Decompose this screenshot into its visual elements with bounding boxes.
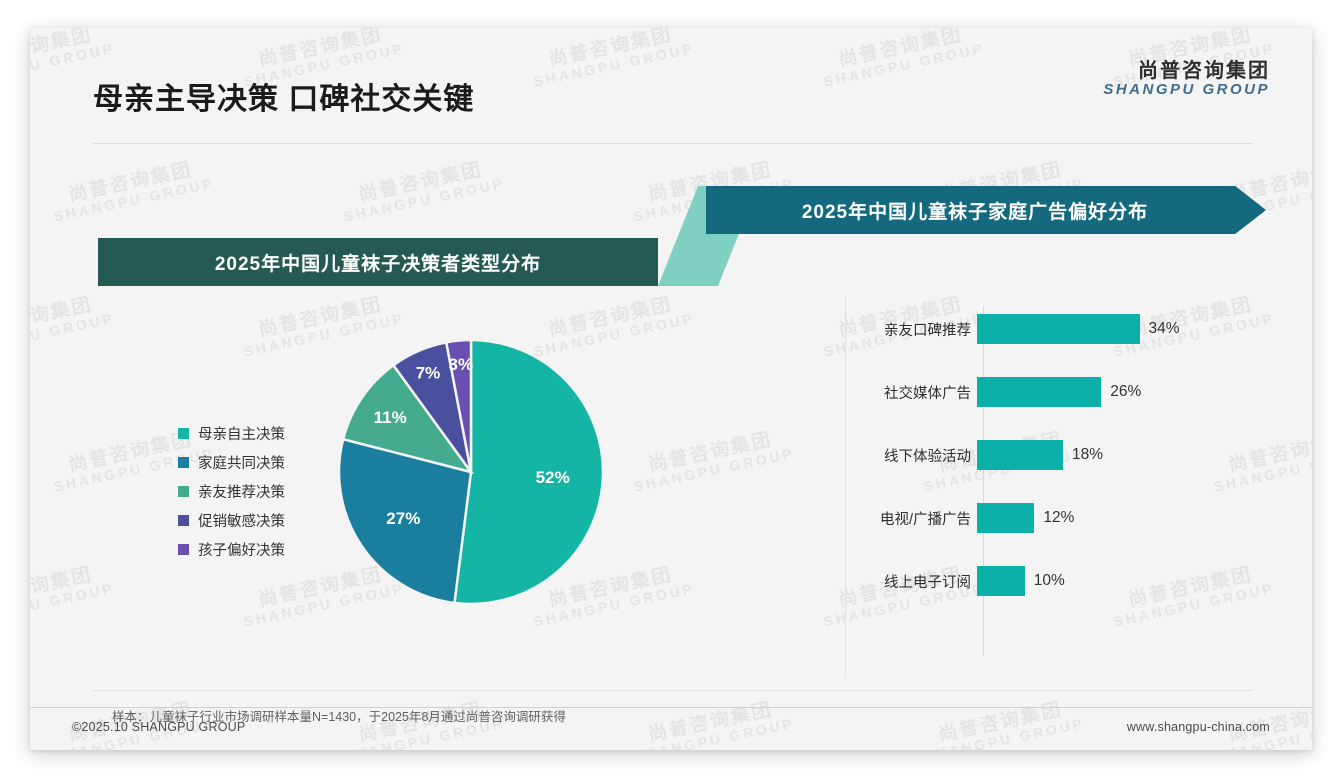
legend-item-label: 母亲自主决策 xyxy=(198,427,285,443)
bar-track: 18% xyxy=(977,440,1103,470)
pie-legend-item[interactable]: 孩子偏好决策 xyxy=(178,539,285,560)
footer-divider xyxy=(30,707,1312,708)
panel-divider xyxy=(845,296,846,678)
bar-chart-row[interactable]: 电视/广播广告 12% xyxy=(850,503,1074,533)
logo-english-text: SHANGPU GROUP xyxy=(1103,81,1270,99)
pie-chart-svg: 52% 27% 11% 7% 3% xyxy=(337,338,605,606)
bar-chart-axis xyxy=(983,306,984,656)
bar-value-label: 34% xyxy=(1148,320,1180,337)
pie-slice-label: 27% xyxy=(386,509,420,528)
pie-slice[interactable] xyxy=(444,338,473,473)
bar-track: 12% xyxy=(977,503,1074,533)
bar-category-label: 电视/广播广告 xyxy=(879,511,971,528)
slide-content: 母亲自主决策 家庭共同决策 亲友推荐决策 促销敏感决策 孩子偏好决策 52% 27% 11%… xyxy=(30,28,1312,750)
pie-legend: 母亲自主决策 家庭共同决策 亲友推荐决策 促销敏感决策 孩子偏好决策 xyxy=(178,423,285,560)
slide-footer: ©2025.10 SHANGPU GROUP www.shangpu-china… xyxy=(30,708,1312,750)
pie-legend-item[interactable]: 促销敏感决策 xyxy=(178,510,285,531)
pie-legend-item[interactable]: 母亲自主决策 xyxy=(178,423,285,444)
bar-fill[interactable] xyxy=(977,566,1025,596)
footer-website[interactable]: www.shangpu-china.com xyxy=(1126,720,1270,734)
legend-swatch-icon xyxy=(178,428,189,439)
bar-fill[interactable] xyxy=(977,503,1035,533)
banner-right: 2025年中国儿童袜子家庭广告偏好分布 xyxy=(706,186,1266,234)
bar-category-label: 线下体验活动 xyxy=(884,448,971,465)
bar-chart-panel: 亲友口碑推荐 34% 社交媒体广告 26% 线下体验活动 18% 电视/广播广告 12% 线上电… xyxy=(850,296,1270,678)
logo-chinese-text: 尚普咨询集团 xyxy=(1138,60,1270,82)
pie-chart-panel: 母亲自主决策 家庭共同决策 亲友推荐决策 促销敏感决策 孩子偏好决策 52% 27% 11%… xyxy=(90,318,730,648)
banner-right-title: 2025年中国儿童袜子家庭广告偏好分布 xyxy=(801,201,1149,223)
slide-header: 母亲主导决策 口碑社交关键 尚普咨询集团 SHANGPU GROUP xyxy=(30,28,1312,144)
footnote-divider xyxy=(93,690,1253,691)
pie-slice-label: 11% xyxy=(374,408,407,427)
bar-track: 10% xyxy=(977,566,1065,596)
banner-left: 2025年中国儿童袜子决策者类型分布 xyxy=(98,238,658,286)
footer-copyright: ©2025.10 SHANGPU GROUP xyxy=(72,720,246,734)
bar-category-label: 亲友口碑推荐 xyxy=(884,322,971,339)
legend-swatch-icon xyxy=(178,544,189,555)
bar-category-label: 线上电子订阅 xyxy=(884,574,971,591)
bar-fill[interactable] xyxy=(977,314,1140,344)
pie-slice[interactable] xyxy=(341,363,475,475)
bar-chart-row[interactable]: 线下体验活动 18% xyxy=(850,440,1103,470)
title-divider xyxy=(93,143,1253,144)
bar-fill[interactable] xyxy=(977,440,1064,470)
sample-footnote: 样本：儿童袜子行业市场调研样本量N=1430，于2025年8月通过尚普咨询调研获… xyxy=(112,710,566,724)
pie-slice-label: 7% xyxy=(416,364,441,383)
bar-category-label: 社交媒体广告 xyxy=(884,385,971,402)
pie-legend-item[interactable]: 家庭共同决策 xyxy=(178,452,285,473)
pie-slice[interactable] xyxy=(453,338,605,606)
bar-value-label: 12% xyxy=(1043,509,1075,526)
banner-group: 2025年中国儿童袜子决策者类型分布 2025年中国儿童袜子家庭广告偏好分布 xyxy=(30,28,1312,328)
bar-value-label: 10% xyxy=(1033,572,1065,589)
pie-slice-label: 3% xyxy=(449,355,474,374)
legend-item-label: 促销敏感决策 xyxy=(198,514,285,530)
legend-swatch-icon xyxy=(178,515,189,526)
legend-item-label: 亲友推荐决策 xyxy=(198,485,285,501)
page-title: 母亲主导决策 口碑社交关键 xyxy=(93,83,475,116)
banner-left-title: 2025年中国儿童袜子决策者类型分布 xyxy=(214,253,542,275)
pie-slice-label: 52% xyxy=(536,468,570,487)
bar-chart-row[interactable]: 线上电子订阅 10% xyxy=(850,566,1065,596)
pie-chart: 52% 27% 11% 7% 3% xyxy=(335,336,607,608)
legend-item-label: 家庭共同决策 xyxy=(198,456,285,472)
legend-swatch-icon xyxy=(178,457,189,468)
pie-legend-item[interactable]: 亲友推荐决策 xyxy=(178,481,285,502)
bar-value-label: 18% xyxy=(1072,446,1104,463)
bar-chart-row[interactable]: 社交媒体广告 26% xyxy=(850,377,1141,407)
slide-card: 尚普咨询集团 SHANGPU GROUP 尚普咨询集团 SHANGPU GROUP 尚普… xyxy=(30,28,1312,750)
bar-track: 34% xyxy=(977,314,1180,344)
legend-swatch-icon xyxy=(178,486,189,497)
legend-item-label: 孩子偏好决策 xyxy=(198,543,285,559)
bar-track: 26% xyxy=(977,377,1141,407)
bar-chart-row[interactable]: 亲友口碑推荐 34% xyxy=(850,314,1180,344)
bar-value-label: 26% xyxy=(1110,383,1142,400)
company-logo: 尚普咨询集团 SHANGPU GROUP xyxy=(1103,60,1270,99)
pie-slice[interactable] xyxy=(337,437,473,605)
bar-fill[interactable] xyxy=(977,377,1102,407)
